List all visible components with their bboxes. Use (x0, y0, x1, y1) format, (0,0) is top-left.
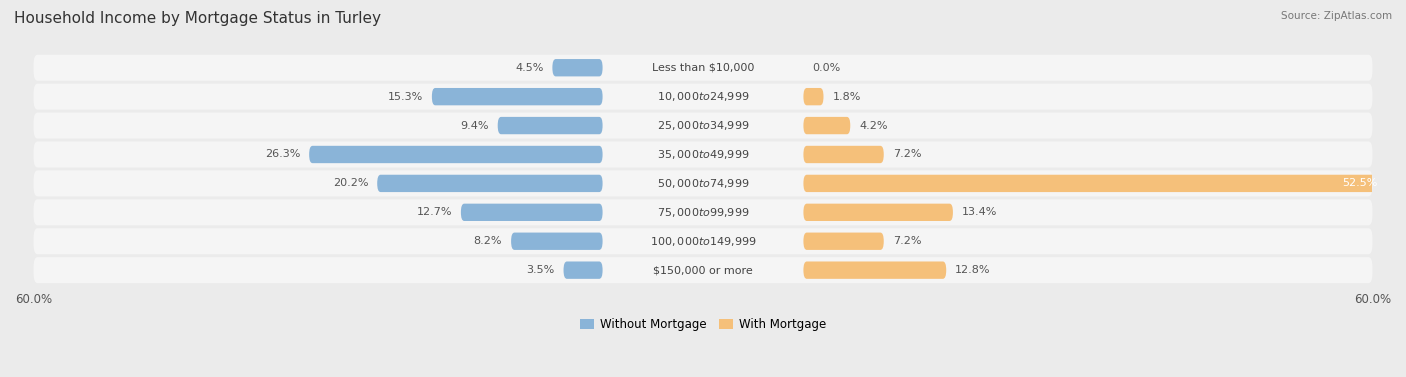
FancyBboxPatch shape (377, 175, 603, 192)
Text: Less than $10,000: Less than $10,000 (652, 63, 754, 73)
FancyBboxPatch shape (803, 146, 884, 163)
FancyBboxPatch shape (34, 113, 1372, 139)
FancyBboxPatch shape (34, 55, 1372, 81)
Text: Source: ZipAtlas.com: Source: ZipAtlas.com (1281, 11, 1392, 21)
FancyBboxPatch shape (564, 262, 603, 279)
Text: 1.8%: 1.8% (832, 92, 860, 102)
Text: 15.3%: 15.3% (388, 92, 423, 102)
FancyBboxPatch shape (309, 146, 603, 163)
FancyBboxPatch shape (34, 141, 1372, 167)
Text: 0.0%: 0.0% (813, 63, 841, 73)
Text: 26.3%: 26.3% (264, 150, 301, 159)
FancyBboxPatch shape (803, 262, 946, 279)
Text: $100,000 to $149,999: $100,000 to $149,999 (650, 235, 756, 248)
FancyBboxPatch shape (803, 88, 824, 105)
Text: $10,000 to $24,999: $10,000 to $24,999 (657, 90, 749, 103)
Text: 4.5%: 4.5% (515, 63, 544, 73)
Text: 20.2%: 20.2% (333, 178, 368, 188)
FancyBboxPatch shape (803, 233, 884, 250)
FancyBboxPatch shape (34, 257, 1372, 283)
FancyBboxPatch shape (803, 204, 953, 221)
FancyBboxPatch shape (498, 117, 603, 134)
FancyBboxPatch shape (803, 117, 851, 134)
Text: 12.8%: 12.8% (955, 265, 991, 275)
FancyBboxPatch shape (34, 170, 1372, 196)
FancyBboxPatch shape (803, 175, 1389, 192)
FancyBboxPatch shape (432, 88, 603, 105)
Text: $150,000 or more: $150,000 or more (654, 265, 752, 275)
Text: 13.4%: 13.4% (962, 207, 997, 217)
FancyBboxPatch shape (553, 59, 603, 77)
FancyBboxPatch shape (512, 233, 603, 250)
Text: $35,000 to $49,999: $35,000 to $49,999 (657, 148, 749, 161)
FancyBboxPatch shape (34, 84, 1372, 110)
Text: 7.2%: 7.2% (893, 150, 921, 159)
Text: $75,000 to $99,999: $75,000 to $99,999 (657, 206, 749, 219)
Text: 9.4%: 9.4% (460, 121, 489, 130)
Text: 12.7%: 12.7% (416, 207, 451, 217)
Text: Household Income by Mortgage Status in Turley: Household Income by Mortgage Status in T… (14, 11, 381, 26)
Legend: Without Mortgage, With Mortgage: Without Mortgage, With Mortgage (575, 313, 831, 336)
Text: $50,000 to $74,999: $50,000 to $74,999 (657, 177, 749, 190)
Text: 52.5%: 52.5% (1343, 178, 1378, 188)
Text: 4.2%: 4.2% (859, 121, 887, 130)
Text: 8.2%: 8.2% (474, 236, 502, 246)
FancyBboxPatch shape (461, 204, 603, 221)
Text: 3.5%: 3.5% (526, 265, 554, 275)
Text: $25,000 to $34,999: $25,000 to $34,999 (657, 119, 749, 132)
FancyBboxPatch shape (34, 199, 1372, 225)
FancyBboxPatch shape (34, 228, 1372, 254)
Text: 7.2%: 7.2% (893, 236, 921, 246)
